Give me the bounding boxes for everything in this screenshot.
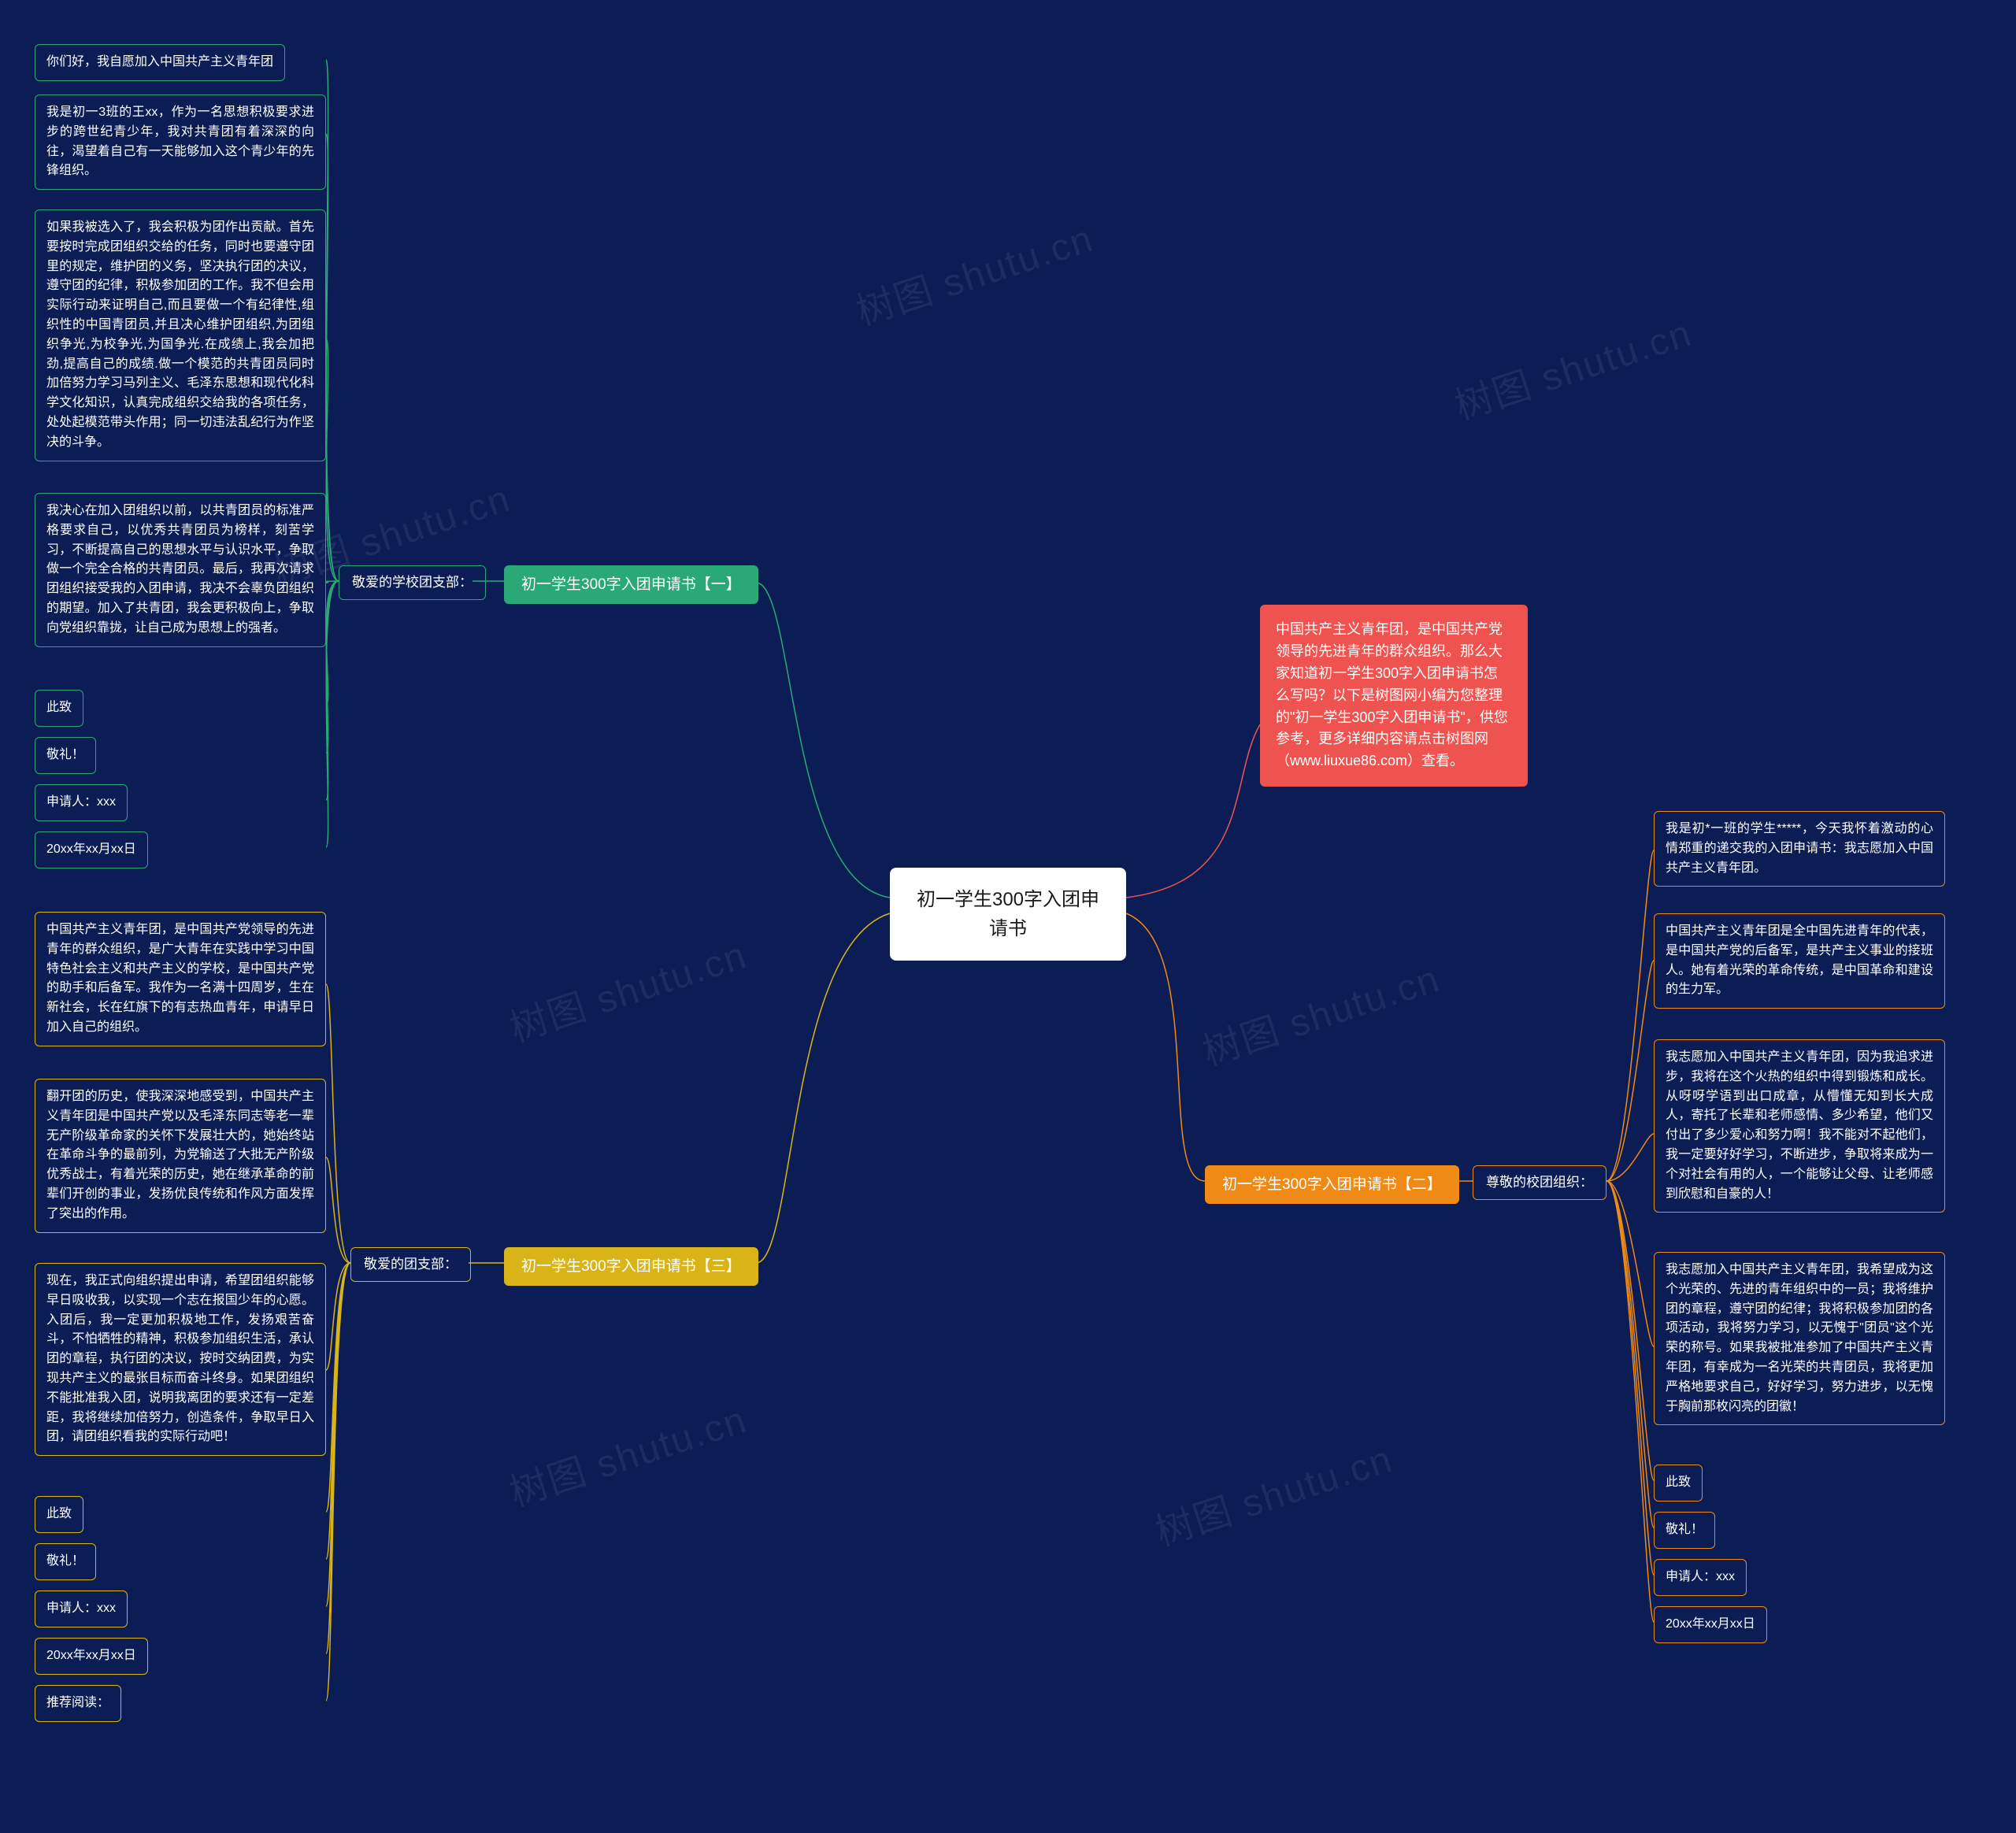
leaf-one-6[interactable]: 申请人：xxx [35,784,128,821]
leaf-three-6[interactable]: 20xx年xx月xx日 [35,1638,148,1675]
leaf-one-2[interactable]: 如果我被选入了，我会积极为团作出贡献。首先要按时完成团组织交给的任务，同时也要遵… [35,209,326,461]
section-two-sublabel[interactable]: 尊敬的校团组织： [1473,1165,1606,1200]
leaf-three-1[interactable]: 翻开团的历史，使我深深地感受到，中国共产主义青年团是中国共产党以及毛泽东同志等老… [35,1079,326,1233]
leaf-two-2[interactable]: 我志愿加入中国共产主义青年团，因为我追求进步，我将在这个火热的组织中得到锻炼和成… [1654,1039,1945,1213]
leaf-one-1[interactable]: 我是初一3班的王xx，作为一名思想积极要求进步的跨世纪青少年，我对共青团有着深深… [35,94,326,190]
leaf-two-4[interactable]: 此致 [1654,1465,1703,1502]
section-three-sublabel[interactable]: 敬爱的团支部： [350,1247,471,1282]
leaf-one-7[interactable]: 20xx年xx月xx日 [35,831,148,868]
intro-node[interactable]: 中国共产主义青年团，是中国共产党领导的先进青年的群众组织。那么大家知道初一学生3… [1260,605,1528,787]
watermark: 树图 shutu.cn [502,1388,753,1516]
section-one-sublabel[interactable]: 敬爱的学校团支部： [339,565,486,600]
watermark: 树图 shutu.cn [1195,947,1446,1076]
leaf-two-7[interactable]: 20xx年xx月xx日 [1654,1606,1767,1643]
leaf-two-1[interactable]: 中国共产主义青年团是全中国先进青年的代表，是中国共产党的后备军，是共产主义事业的… [1654,913,1945,1009]
leaf-three-7[interactable]: 推荐阅读： [35,1685,121,1722]
leaf-three-0[interactable]: 中国共产主义青年团，是中国共产党领导的先进青年的群众组织，是广大青年在实践中学习… [35,912,326,1046]
leaf-three-5[interactable]: 申请人：xxx [35,1590,128,1627]
leaf-two-6[interactable]: 申请人：xxx [1654,1559,1747,1596]
leaf-one-3[interactable]: 我决心在加入团组织以前，以共青团员的标准严格要求自己，以优秀共青团员为榜样，刻苦… [35,493,326,647]
leaf-three-4[interactable]: 敬礼！ [35,1543,96,1580]
leaf-three-3[interactable]: 此致 [35,1496,83,1533]
leaf-one-5[interactable]: 敬礼！ [35,737,96,774]
section-two-title[interactable]: 初一学生300字入团申请书【二】 [1205,1165,1459,1204]
watermark: 树图 shutu.cn [1147,1428,1399,1556]
watermark: 树图 shutu.cn [502,924,753,1052]
section-three-title[interactable]: 初一学生300字入团申请书【三】 [504,1247,758,1286]
leaf-two-5[interactable]: 敬礼！ [1654,1512,1715,1549]
section-one-title[interactable]: 初一学生300字入团申请书【一】 [504,565,758,604]
leaf-two-0[interactable]: 我是初*一班的学生*****，今天我怀着激动的心情郑重的递交我的入团申请书：我志… [1654,811,1945,887]
leaf-three-2[interactable]: 现在，我正式向组织提出申请，希望团组织能够早日吸收我，以实现一个志在报国少年的心… [35,1263,326,1456]
watermark: 树图 shutu.cn [1447,302,1698,430]
leaf-one-0[interactable]: 你们好，我自愿加入中国共产主义青年团 [35,44,285,81]
watermark: 树图 shutu.cn [848,207,1099,335]
leaf-one-4[interactable]: 此致 [35,690,83,727]
leaf-two-3[interactable]: 我志愿加入中国共产主义青年团，我希望成为这个光荣的、先进的青年组织中的一员；我将… [1654,1252,1945,1425]
root-node[interactable]: 初一学生300字入团申请书 [890,868,1126,961]
